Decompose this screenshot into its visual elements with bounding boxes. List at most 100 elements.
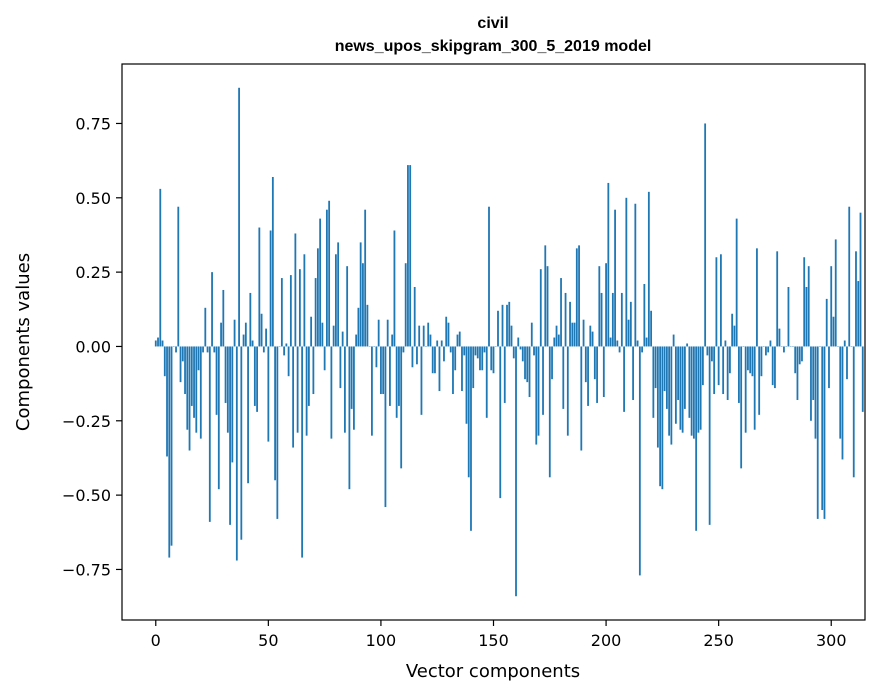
- bar-76: [325, 209, 328, 347]
- bar-112: [407, 165, 409, 347]
- bar-268: [758, 346, 761, 415]
- bar-113: [409, 165, 412, 347]
- bar-69: [310, 316, 313, 347]
- bar-288: [803, 257, 806, 347]
- y-tick-label-5: 0.50: [75, 189, 111, 208]
- bar-19: [197, 346, 200, 371]
- bar-37: [238, 87, 240, 347]
- bar-232: [677, 346, 680, 400]
- bar-60: [289, 275, 292, 347]
- bar-138: [465, 346, 468, 424]
- bar-209: [625, 197, 628, 347]
- bar-184: [569, 301, 571, 347]
- bar-92: [362, 263, 364, 347]
- bar-186: [573, 322, 576, 347]
- x-tick-label-100: 100: [366, 631, 397, 650]
- bar-77: [328, 200, 331, 347]
- bar-3: [161, 340, 164, 347]
- bar-240: [695, 346, 698, 531]
- bar-224: [659, 346, 662, 487]
- bar-36: [235, 346, 238, 561]
- bar-171: [539, 269, 542, 347]
- bar-176: [551, 346, 553, 380]
- bar-199: [602, 346, 605, 398]
- bar-218: [645, 337, 648, 347]
- bar-228: [668, 346, 671, 436]
- bar-134: [456, 334, 459, 347]
- bar-266: [753, 346, 756, 430]
- bar-284: [794, 346, 797, 374]
- bar-153: [499, 346, 502, 499]
- bar-304: [839, 346, 842, 439]
- bar-107: [395, 346, 398, 418]
- bar-94: [366, 304, 369, 347]
- bar-188: [578, 245, 580, 347]
- bar-222: [654, 346, 657, 389]
- bar-146: [483, 346, 486, 353]
- bar-191: [584, 346, 587, 383]
- bar-174: [546, 266, 549, 347]
- bar-147: [485, 346, 488, 418]
- bar-252: [722, 346, 725, 395]
- bar-302: [834, 239, 837, 347]
- bar-225: [661, 346, 664, 490]
- bar-246: [708, 346, 711, 525]
- bar-18: [195, 346, 198, 433]
- bar-31: [224, 346, 227, 403]
- bar-274: [771, 346, 774, 386]
- bar-116: [416, 346, 418, 365]
- bar-83: [341, 331, 344, 347]
- bar-189: [580, 346, 583, 451]
- bar-24: [208, 346, 211, 522]
- bar-84: [344, 346, 346, 433]
- bar-43: [251, 340, 254, 347]
- bar-70: [312, 346, 315, 395]
- bar-13: [184, 346, 186, 395]
- bar-223: [656, 346, 659, 448]
- bar-54: [276, 346, 279, 519]
- bar-215: [638, 346, 641, 576]
- bar-66: [303, 254, 306, 347]
- bar-50: [267, 346, 270, 442]
- bar-289: [805, 286, 808, 347]
- bar-149: [490, 346, 493, 371]
- bar-229: [670, 346, 673, 445]
- bar-122: [429, 334, 432, 347]
- y-tick-label-6: 0.75: [75, 114, 111, 133]
- bar-98: [375, 346, 378, 368]
- bar-156: [506, 304, 508, 347]
- bar-167: [530, 322, 533, 347]
- bar-179: [557, 334, 560, 347]
- bar-207: [620, 292, 623, 347]
- x-tick-label-150: 150: [478, 631, 509, 650]
- bar-9: [175, 346, 177, 353]
- bar-306: [843, 340, 846, 347]
- bar-158: [510, 325, 513, 347]
- bar-48: [262, 346, 265, 353]
- bar-17: [193, 346, 195, 418]
- x-tick-label-250: 250: [703, 631, 734, 650]
- bar-12: [181, 346, 184, 362]
- bar-111: [404, 263, 407, 347]
- bar-93: [364, 209, 367, 347]
- bar-287: [801, 346, 803, 362]
- bar-160: [515, 346, 517, 597]
- bar-285: [796, 346, 799, 400]
- bar-154: [501, 304, 504, 347]
- bar-44: [253, 346, 256, 406]
- bar-291: [810, 346, 812, 421]
- bar-72: [316, 248, 319, 347]
- bar-202: [609, 337, 612, 347]
- bar-35: [233, 319, 236, 347]
- bar-193: [589, 325, 592, 347]
- bar-187: [575, 248, 578, 347]
- bar-217: [643, 284, 646, 347]
- bar-286: [798, 346, 801, 365]
- bar-81: [337, 242, 340, 347]
- bar-214: [636, 340, 639, 347]
- bar-148: [488, 206, 490, 347]
- bar-105: [391, 334, 394, 347]
- bar-100: [380, 346, 382, 395]
- bar-137: [463, 346, 466, 356]
